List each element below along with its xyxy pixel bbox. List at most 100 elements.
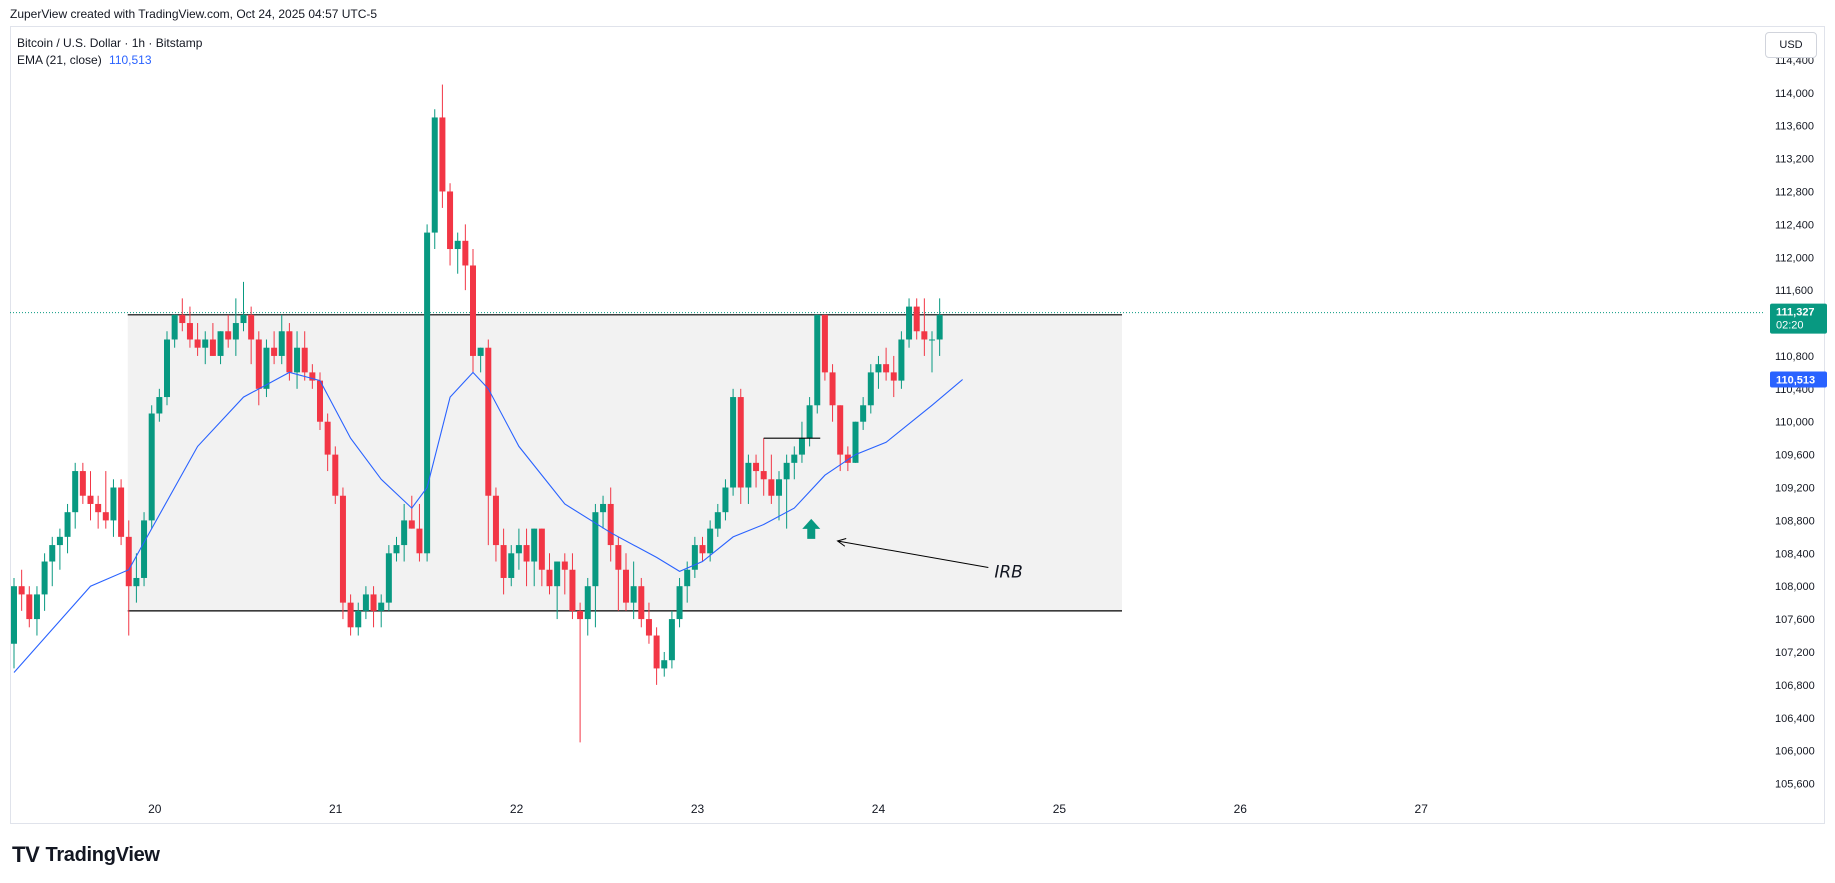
candle[interactable] <box>133 577 140 587</box>
candle[interactable] <box>49 545 56 562</box>
candle[interactable] <box>217 331 224 356</box>
candle[interactable] <box>324 421 331 455</box>
candle[interactable] <box>515 545 522 554</box>
candle[interactable] <box>424 232 431 554</box>
candle[interactable] <box>87 495 94 504</box>
candle[interactable] <box>171 314 178 340</box>
ema-line[interactable] <box>13 371 963 673</box>
candle[interactable] <box>301 347 308 373</box>
candle[interactable] <box>569 569 576 611</box>
candle[interactable] <box>546 569 553 587</box>
candle[interactable] <box>906 306 913 340</box>
candle[interactable] <box>470 265 476 356</box>
range-box[interactable] <box>127 314 1122 611</box>
candle[interactable] <box>370 594 377 611</box>
candle[interactable] <box>768 479 775 496</box>
last-price-tag[interactable] <box>1770 303 1827 334</box>
candle[interactable] <box>867 372 874 406</box>
ema-price-tag[interactable] <box>1770 371 1827 388</box>
candle[interactable] <box>753 462 760 472</box>
candle[interactable] <box>492 495 499 546</box>
legend-ema[interactable]: EMA (21, close) 110,513 <box>17 52 202 69</box>
candle[interactable] <box>431 117 438 233</box>
legend-symbol[interactable]: Bitcoin / U.S. Dollar · 1h · Bitstamp <box>17 36 203 50</box>
candle[interactable] <box>232 323 239 340</box>
candle[interactable] <box>898 339 905 381</box>
candle[interactable] <box>454 240 461 250</box>
candle[interactable] <box>339 495 346 603</box>
candle[interactable] <box>607 503 614 546</box>
candle[interactable] <box>714 512 721 529</box>
candle[interactable] <box>691 545 698 570</box>
candle[interactable] <box>600 503 607 513</box>
tradingview-logo[interactable]: TV TradingView <box>12 842 160 868</box>
candle[interactable] <box>783 462 790 480</box>
candle[interactable] <box>225 331 232 340</box>
candle[interactable] <box>164 339 170 398</box>
candle[interactable] <box>730 397 737 488</box>
annotation-arrow-line[interactable] <box>837 540 989 569</box>
candle[interactable] <box>125 536 132 587</box>
candle[interactable] <box>584 586 591 620</box>
candle[interactable] <box>393 545 400 554</box>
candle[interactable] <box>844 454 851 463</box>
chart-pane[interactable] <box>10 26 1825 824</box>
candle[interactable] <box>638 586 645 620</box>
candle[interactable] <box>271 347 278 356</box>
candle[interactable] <box>592 512 599 587</box>
candle[interactable] <box>416 528 423 554</box>
candle[interactable] <box>577 610 584 620</box>
candle[interactable] <box>883 364 890 373</box>
candle[interactable] <box>378 602 385 611</box>
candle[interactable] <box>385 553 392 603</box>
candle[interactable] <box>186 323 193 340</box>
candle[interactable] <box>332 454 339 496</box>
candle[interactable] <box>148 413 155 521</box>
candle[interactable] <box>630 586 637 603</box>
candle[interactable] <box>860 405 867 422</box>
candle[interactable] <box>776 479 782 496</box>
candle[interactable] <box>263 347 270 389</box>
candle[interactable] <box>806 405 813 439</box>
candle[interactable] <box>737 397 744 488</box>
candle[interactable] <box>95 503 102 513</box>
candle[interactable] <box>875 364 882 373</box>
candle[interactable] <box>852 421 859 463</box>
currency-button[interactable]: USD <box>1765 32 1817 58</box>
candle[interactable] <box>141 520 148 578</box>
candle[interactable] <box>707 528 714 554</box>
candle[interactable] <box>248 314 255 340</box>
candle[interactable] <box>623 569 629 603</box>
candle[interactable] <box>355 610 362 628</box>
candle[interactable] <box>209 339 216 356</box>
candle[interactable] <box>26 594 33 620</box>
candle[interactable] <box>913 306 920 332</box>
candle[interactable] <box>362 594 369 611</box>
candle[interactable] <box>194 339 201 348</box>
candle[interactable] <box>538 528 545 570</box>
annotation-label[interactable]: IRB <box>994 563 1023 583</box>
candle[interactable] <box>684 569 691 587</box>
candle[interactable] <box>347 602 354 628</box>
candle[interactable] <box>699 545 706 554</box>
candle[interactable] <box>661 660 668 669</box>
candle[interactable] <box>11 586 17 644</box>
candle[interactable] <box>110 487 117 521</box>
candle[interactable] <box>447 191 454 250</box>
candle[interactable] <box>745 462 752 488</box>
candle[interactable] <box>531 528 538 562</box>
candle[interactable] <box>722 487 729 513</box>
candle[interactable] <box>760 471 767 480</box>
candle[interactable] <box>240 314 247 324</box>
candle[interactable] <box>500 545 507 578</box>
candle[interactable] <box>554 561 561 587</box>
candle[interactable] <box>79 471 86 496</box>
candle[interactable] <box>56 536 63 546</box>
candle[interactable] <box>508 553 515 578</box>
candle[interactable] <box>41 561 48 595</box>
candle[interactable] <box>821 314 828 373</box>
candle[interactable] <box>477 347 484 356</box>
candle[interactable] <box>102 512 109 521</box>
candle[interactable] <box>798 438 805 455</box>
